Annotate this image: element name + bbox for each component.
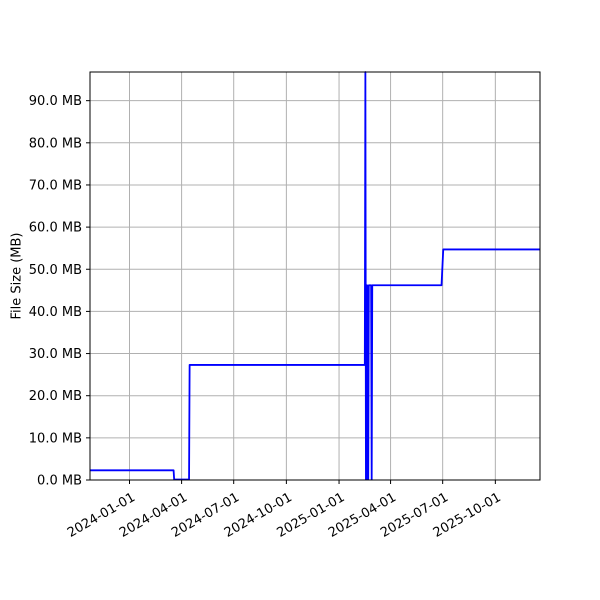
plot-frame [89, 71, 541, 481]
y-tick-label: 30.0 MB [29, 347, 82, 362]
y-tick-label: 70.0 MB [29, 178, 82, 193]
y-tick-label: 50.0 MB [29, 263, 82, 278]
grid-lines [90, 72, 540, 481]
x-axis: 2024-01-012024-04-012024-07-012024-10-01… [65, 480, 504, 541]
series-layer [90, 71, 540, 480]
y-tick-label: 80.0 MB [29, 136, 82, 151]
y-axis: 0.0 MB 10.0 MB 20.0 MB 30.0 MB 40.0 MB 50.0 M… [29, 94, 90, 489]
y-tick-label: 90.0 MB [29, 94, 82, 109]
y-tick-label: 20.0 MB [29, 389, 82, 404]
y-tick-label: 40.0 MB [29, 305, 82, 320]
y-tick-label: 10.0 MB [29, 431, 82, 446]
y-axis-label: File Size (MB) [10, 233, 25, 320]
series-line [90, 71, 540, 480]
y-tick-label: 60.0 MB [29, 221, 82, 236]
y-tick-label: 0.0 MB [37, 474, 82, 489]
